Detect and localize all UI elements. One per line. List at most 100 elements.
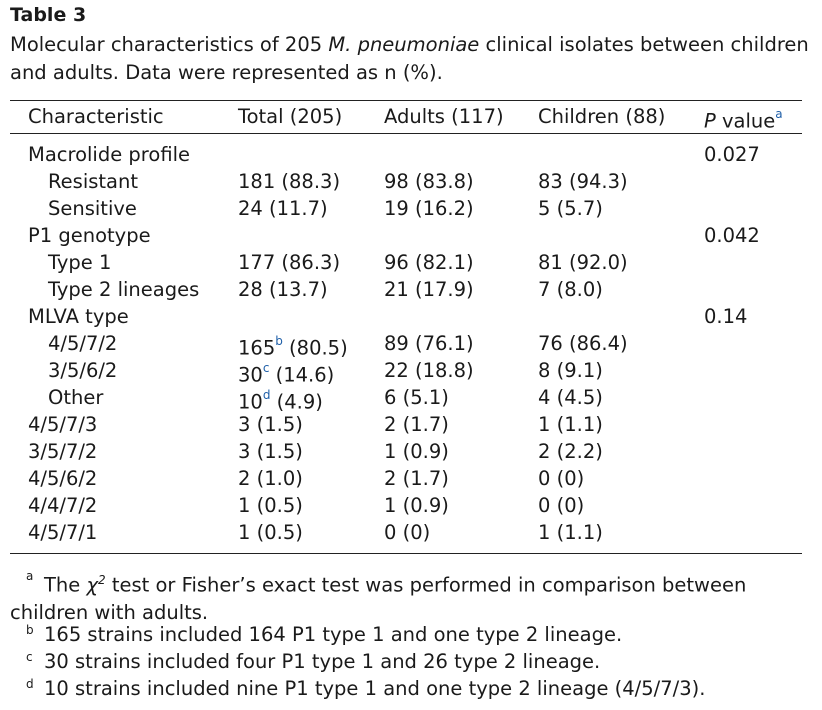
cell-characteristic: Sensitive (48, 197, 137, 220)
cell-characteristic: 3/5/7/2 (28, 440, 98, 463)
footnote-text: test or Fisher’s exact test was performe… (10, 573, 747, 624)
table-row: Macrolide profile 0.027 (0, 141, 822, 168)
footnote-mark: a (26, 569, 34, 583)
cell-characteristic: 3/5/6/2 (48, 359, 118, 382)
cell-total-value: 1 (0.5) (238, 494, 303, 517)
cell-adults: 96 (82.1) (384, 251, 474, 274)
footnote-mark: d (26, 677, 34, 691)
cell-children: 4 (4.5) (538, 386, 603, 409)
cell-characteristic: 4/5/7/1 (28, 521, 98, 544)
cell-total: 165b (80.5) (238, 330, 348, 362)
top-rule (10, 100, 802, 101)
cell-characteristic: 4/5/7/3 (28, 413, 98, 436)
header-characteristic: Characteristic (28, 105, 164, 128)
header-rule (10, 133, 802, 134)
cell-children: 81 (92.0) (538, 251, 628, 274)
cell-characteristic: MLVA type (28, 305, 129, 328)
table-label: Table 3 (10, 4, 87, 26)
cell-total: 2 (1.0) (238, 465, 303, 492)
table-row: 3/5/6/2 30c (14.6) 22 (18.8) 8 (9.1) (0, 357, 822, 387)
footnote: b 165 strains included 164 P1 type 1 and … (10, 621, 810, 648)
cell-adults: 6 (5.1) (384, 386, 449, 409)
table-row: 4/5/6/2 2 (1.0) 2 (1.7) 0 (0) (0, 465, 822, 492)
footnote-mark: c (26, 650, 33, 664)
cell-p-value: 0.042 (704, 224, 760, 247)
cell-children: 2 (2.2) (538, 440, 603, 463)
cell-total: 28 (13.7) (238, 276, 328, 303)
footnote-ref[interactable]: d (262, 388, 271, 402)
caption-species: M. pneumoniae (328, 33, 480, 56)
table-row: 3/5/7/2 3 (1.5) 1 (0.9) 2 (2.2) (0, 438, 822, 465)
cell-characteristic: Type 1 (48, 251, 112, 274)
table-row: Type 2 lineages 28 (13.7) 21 (17.9) 7 (8.0) (0, 276, 822, 303)
cell-characteristic: Macrolide profile (28, 143, 191, 166)
cell-total-value: 3 (1.5) (238, 440, 303, 463)
cell-characteristic: Type 2 lineages (48, 278, 200, 301)
cell-total: 10d (4.9) (238, 384, 323, 416)
table-row: 4/5/7/2 165b (80.5) 89 (76.1) 76 (86.4) (0, 330, 822, 360)
header-p-value: P valuea (704, 103, 783, 135)
cell-total-value: 24 (11.7) (238, 197, 328, 220)
cell-total-value: 10 (238, 390, 263, 414)
cell-total: 181 (88.3) (238, 168, 340, 195)
cell-characteristic: Resistant (48, 170, 139, 193)
footnote: c 30 strains included four P1 type 1 and … (10, 648, 810, 675)
cell-adults: 21 (17.9) (384, 278, 474, 301)
footnote-text: 165 strains included 164 P1 type 1 and o… (44, 623, 623, 646)
header-p-rest: value (715, 109, 776, 133)
cell-total-value: 1 (0.5) (238, 521, 303, 544)
cell-characteristic: Other (48, 386, 104, 409)
table-row: 4/5/7/3 3 (1.5) 2 (1.7) 1 (1.1) (0, 411, 822, 438)
cell-p-value: 0.027 (704, 143, 760, 166)
footnote-ref[interactable]: c (262, 361, 270, 375)
cell-adults: 19 (16.2) (384, 197, 474, 220)
footnote-text: 10 strains included nine P1 type 1 and o… (44, 677, 706, 700)
cell-children: 7 (8.0) (538, 278, 603, 301)
header-adults: Adults (117) (384, 105, 504, 128)
cell-children: 8 (9.1) (538, 359, 603, 382)
footnote-mark: b (26, 623, 34, 637)
header-p-mark: a (775, 107, 783, 121)
cell-total-percent: (80.5) (282, 336, 348, 360)
cell-p-value: 0.14 (704, 305, 748, 328)
table-row: 4/4/7/2 1 (0.5) 1 (0.9) 0 (0) (0, 492, 822, 519)
cell-adults: 0 (0) (384, 521, 431, 544)
cell-total-value: 28 (13.7) (238, 278, 328, 301)
cell-adults: 1 (0.9) (384, 440, 449, 463)
header-children: Children (88) (538, 105, 666, 128)
table-row: Type 1 177 (86.3) 96 (82.1) 81 (92.0) (0, 249, 822, 276)
cell-total-value: 177 (86.3) (238, 251, 341, 274)
table-caption: Molecular characteristics of 205 M. pneu… (10, 31, 815, 87)
footnote: a The χ2 test or Fisher’s exact test was … (10, 567, 810, 626)
caption-pre: Molecular characteristics of 205 (10, 33, 329, 56)
cell-adults: 2 (1.7) (384, 467, 449, 490)
cell-characteristic: P1 genotype (28, 224, 151, 247)
cell-children: 1 (1.1) (538, 413, 603, 436)
cell-children: 1 (1.1) (538, 521, 603, 544)
cell-total: 177 (86.3) (238, 249, 340, 276)
cell-total-value: 3 (1.5) (238, 413, 303, 436)
header-row: Characteristic Total (205) Adults (117) … (0, 103, 822, 133)
table-row: Resistant 181 (88.3) 98 (83.8) 83 (94.3) (0, 168, 822, 195)
cell-children: 83 (94.3) (538, 170, 628, 193)
footnote-pre: The (44, 573, 87, 597)
chi-symbol: χ (86, 573, 99, 597)
cell-total: 1 (0.5) (238, 492, 303, 519)
header-total: Total (205) (238, 105, 343, 128)
cell-adults: 2 (1.7) (384, 413, 449, 436)
cell-adults: 1 (0.9) (384, 494, 449, 517)
footnote-ref[interactable]: b (275, 334, 283, 348)
table-row: Sensitive 24 (11.7) 19 (16.2) 5 (5.7) (0, 195, 822, 222)
bottom-rule (10, 553, 802, 554)
chi-exponent: 2 (98, 573, 106, 587)
cell-children: 0 (0) (538, 467, 585, 490)
footnote: d 10 strains included nine P1 type 1 and … (10, 675, 810, 702)
cell-total-value: 2 (1.0) (238, 467, 303, 490)
cell-total: 3 (1.5) (238, 411, 303, 438)
cell-children: 0 (0) (538, 494, 585, 517)
table-row: MLVA type 0.14 (0, 303, 822, 330)
cell-total-value: 181 (88.3) (238, 170, 341, 193)
cell-adults: 22 (18.8) (384, 359, 474, 382)
cell-characteristic: 4/5/6/2 (28, 467, 98, 490)
